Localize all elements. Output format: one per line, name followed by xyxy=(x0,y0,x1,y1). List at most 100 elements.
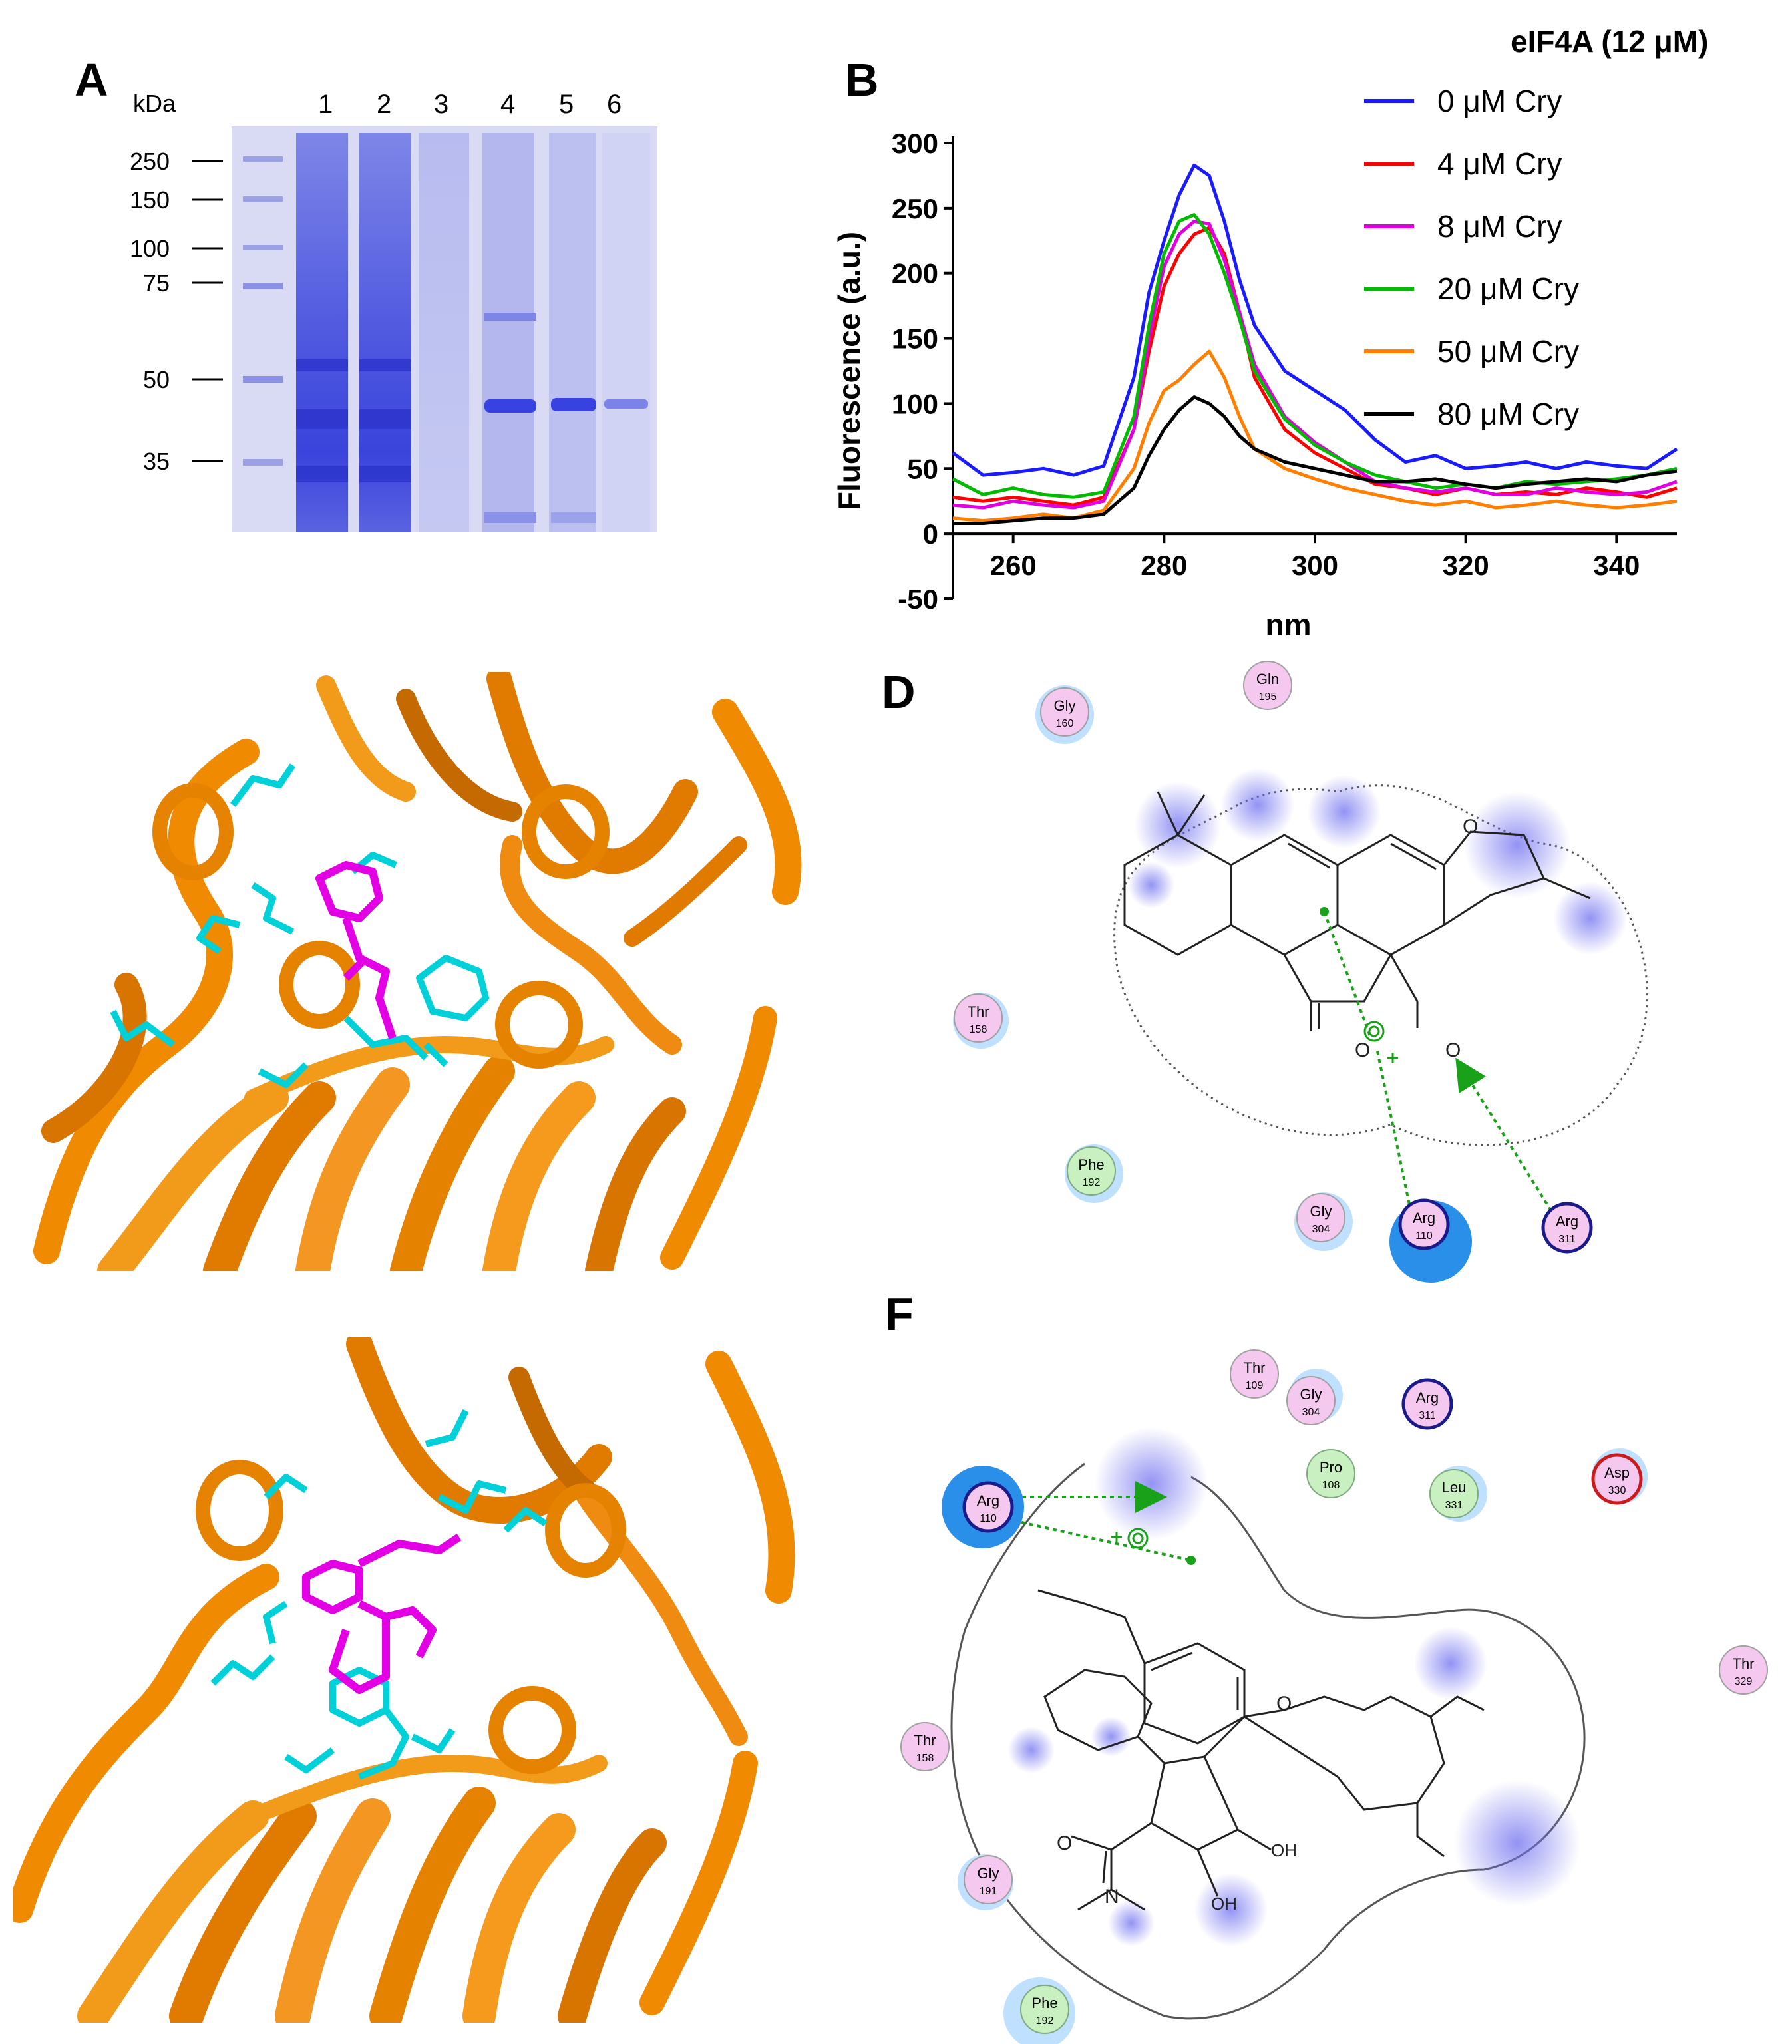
gel-lane-6 xyxy=(602,133,650,532)
residue-number: 109 xyxy=(1246,1380,1264,1391)
residue-disc xyxy=(1719,1645,1768,1695)
legend-label-1: 4 μM Cry xyxy=(1437,146,1562,181)
residue-name: Arg xyxy=(1413,1210,1435,1226)
residue-thr-158: Thr 158 xyxy=(900,1722,950,1771)
gel-lane-3 xyxy=(419,133,469,532)
residue-disc xyxy=(1040,687,1089,737)
x-axis-label: nm xyxy=(1266,607,1312,639)
residue-name: Asp xyxy=(1604,1464,1630,1481)
residue-arg-311: Arg 311 xyxy=(1401,1378,1453,1430)
residue-arg-311: Arg 311 xyxy=(1541,1202,1593,1254)
residue-name: Thr xyxy=(914,1732,936,1749)
y-tick-label: 50 xyxy=(907,453,938,484)
binding-pocket-outline-f xyxy=(950,1462,1586,2020)
residue-name: Thr xyxy=(968,1003,989,1020)
x-tick-label: 260 xyxy=(990,550,1037,581)
ribbon-structure-c xyxy=(33,672,818,1271)
residue-number: 195 xyxy=(1259,691,1277,703)
x-tick-label: 340 xyxy=(1593,550,1640,581)
residue-disc xyxy=(1286,1376,1336,1425)
eif4a-band-lane-6 xyxy=(604,399,648,409)
residue-disc xyxy=(954,993,1003,1043)
residue-gln-195: Gln 195 xyxy=(1243,661,1292,710)
marker-label-250: 250 xyxy=(130,148,170,175)
solvent-exposure-blobs-f xyxy=(1008,1427,1580,1946)
residue-name: Gly xyxy=(1310,1203,1332,1220)
binding-pocket-outline xyxy=(1113,784,1648,1146)
panel-letter-b: B xyxy=(845,54,879,106)
residue-arg-110: Arg 110 xyxy=(942,1466,1024,1548)
interaction-lines-f xyxy=(997,1481,1192,1562)
series-line-5 xyxy=(953,395,1678,525)
atom-n-amide: N xyxy=(1105,1886,1119,1908)
ribbon-structure-e xyxy=(13,1337,812,2023)
residue-name: Arg xyxy=(1416,1389,1439,1406)
atom-o-furan: O xyxy=(1463,816,1478,838)
residue-number: 158 xyxy=(916,1753,934,1764)
residue-number: 311 xyxy=(1419,1410,1436,1421)
marker-label-75: 75 xyxy=(143,269,170,297)
marker-ticks xyxy=(192,160,223,462)
series-line-2 xyxy=(952,219,1678,510)
ligand-structure-f xyxy=(1037,1589,1485,1911)
gel-lane-5 xyxy=(549,133,596,532)
residue-disc xyxy=(1296,1193,1345,1242)
lane-label-1: 1 xyxy=(318,90,333,119)
marker-label-100: 100 xyxy=(130,235,170,262)
residue-disc xyxy=(1541,1202,1593,1254)
residue-disc xyxy=(1230,1349,1279,1399)
residue-asp-330: Asp 330 xyxy=(1591,1448,1648,1505)
residue-gly-304: Gly 304 xyxy=(1294,1192,1353,1251)
residue-thr-329: Thr 329 xyxy=(1719,1645,1768,1695)
residue-disc xyxy=(1429,1469,1479,1518)
y-tick-label: -50 xyxy=(898,584,938,615)
legend-label-3: 20 μM Cry xyxy=(1437,271,1579,306)
residue-thr-158: Thr 158 xyxy=(953,993,1009,1049)
residue-thr-109: Thr 109 xyxy=(1230,1349,1279,1399)
fluorescence-chart: -50 0 50 100 150 200 250 300 260 280 300 320 340 nm Fl… xyxy=(832,24,1708,639)
residue-number: 330 xyxy=(1608,1485,1626,1496)
residue-name: Pro xyxy=(1320,1459,1342,1476)
ligand-structure-d xyxy=(1123,791,1591,1031)
atom-o-ring-f: O xyxy=(1276,1693,1292,1715)
atom-oh-1: OH xyxy=(1271,1840,1297,1860)
residue-number: 160 xyxy=(1056,718,1074,729)
residue-disc xyxy=(1020,1985,1069,2034)
pi-cation-symbol-d xyxy=(1363,1021,1398,1063)
residue-gly-304: Gly 304 xyxy=(1286,1369,1343,1425)
residue-name: Phe xyxy=(1031,1995,1057,2011)
residue-name: Gly xyxy=(1054,697,1076,714)
residue-number: 110 xyxy=(1415,1230,1433,1242)
legend-label-5: 80 μM Cry xyxy=(1437,397,1579,431)
kda-label: kDa xyxy=(133,90,176,117)
marker-label-50: 50 xyxy=(143,366,170,393)
marker-label-150: 150 xyxy=(130,186,170,214)
lane-label-6: 6 xyxy=(607,90,622,119)
residue-disc xyxy=(1243,661,1292,710)
atom-o-carbonyl-1: O xyxy=(1355,1039,1370,1061)
residue-phe-192: Phe 192 xyxy=(1065,1144,1123,1203)
atom-o-carbonyl-2: O xyxy=(1445,1039,1461,1061)
residue-disc xyxy=(1067,1146,1116,1196)
residue-number: 110 xyxy=(980,1513,997,1524)
y-tick-label: 150 xyxy=(892,323,938,355)
residue-name: Thr xyxy=(1244,1359,1266,1376)
residue-disc xyxy=(1398,1198,1450,1250)
ladder-lane xyxy=(243,156,283,466)
residue-disc xyxy=(1591,1453,1643,1505)
marker-label-35: 35 xyxy=(143,448,170,475)
gel-lane-4 xyxy=(482,133,534,532)
residue-pro-108: Pro 108 xyxy=(1306,1449,1355,1498)
residue-disc xyxy=(964,1855,1013,1904)
x-tick-label: 320 xyxy=(1443,550,1489,581)
x-tick-label: 300 xyxy=(1292,550,1338,581)
y-tick-label: 100 xyxy=(892,388,938,419)
residue-gly-160: Gly 160 xyxy=(1035,685,1094,744)
y-tick-label: 250 xyxy=(892,193,938,224)
residue-disc xyxy=(1401,1378,1453,1430)
pi-cation-symbol-f xyxy=(1111,1528,1149,1549)
residue-name: Arg xyxy=(977,1492,999,1509)
interaction-diagram-d: O O O Gly 160 Gln 195 Thr 158 Phe 192 Gly 304 Arg 1… xyxy=(953,661,1648,1283)
residue-number: 192 xyxy=(1083,1177,1101,1188)
lane-label-2: 2 xyxy=(377,90,392,119)
